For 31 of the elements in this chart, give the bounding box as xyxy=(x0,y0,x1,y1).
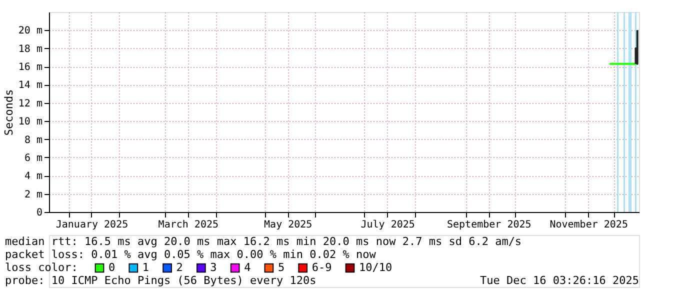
y-tick-label: 0 xyxy=(36,208,42,218)
legend-label: 1 xyxy=(142,261,150,274)
text: median rtt: 16.5 ms avg 20.0 ms max 16.2 ms min 20.0 ms now 2.7 ms sd 6.2 am/s xyxy=(5,235,522,248)
legend-title: loss color: xyxy=(5,261,78,274)
y-tick-label: 2 m xyxy=(24,189,42,200)
y-tick-label: 20 m xyxy=(18,26,42,37)
text: probe: 10 ICMP Echo Pings (56 Bytes) every 120s xyxy=(5,274,316,287)
legend-label: 3 xyxy=(210,261,217,274)
legend-label: 2 xyxy=(176,261,183,274)
legend-label: 10/10 xyxy=(358,261,392,274)
text: Tue Dec 16 03:26:16 2025 xyxy=(480,274,639,287)
x-tick-label: January 2025 xyxy=(56,220,128,230)
y-tick-label: 14 m xyxy=(18,80,42,92)
legend-label: 6-9 xyxy=(312,261,332,274)
y-tick-label: 8 m xyxy=(24,134,42,146)
legend-label: 4 xyxy=(244,261,252,274)
x-tick-label: March 2025 xyxy=(158,220,219,230)
legend-label: 5 xyxy=(278,261,285,274)
x-tick-label: July 2025 xyxy=(360,220,415,230)
y-tick-label: 18 m xyxy=(18,44,42,55)
x-tick-label: May 2025 xyxy=(264,220,312,230)
y-tick-label: 4 m xyxy=(24,171,42,182)
legend-label: 0 xyxy=(108,261,116,274)
x-tick-label: September 2025 xyxy=(446,220,532,230)
x-tick-label: November 2025 xyxy=(550,220,628,230)
y-tick-label: 10 m xyxy=(18,116,42,128)
y-tick-label: 12 m xyxy=(18,98,42,110)
y-tick-label: 6 m xyxy=(24,152,42,164)
y-tick-label: 16 m xyxy=(18,62,42,74)
y-axis-title: Seconds xyxy=(2,89,16,136)
text: packet loss: 0.01 % avg 0.05 % max 0.00 % min 0.02 % now xyxy=(5,248,376,261)
